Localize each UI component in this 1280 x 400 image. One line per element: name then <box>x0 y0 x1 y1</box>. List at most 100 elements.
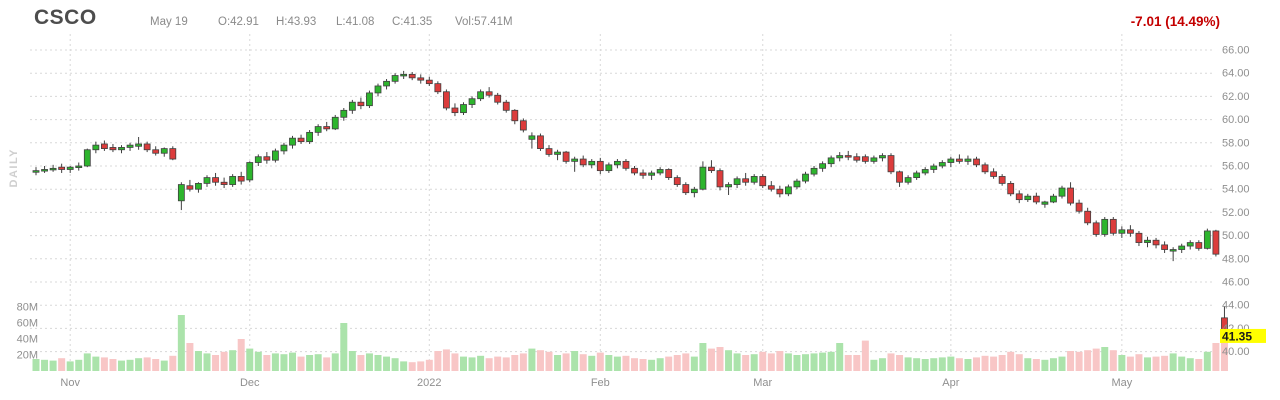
volume-bar <box>784 353 792 371</box>
volume-bar <box>451 353 459 371</box>
volume-bar <box>990 356 998 371</box>
volume-bar <box>263 355 271 371</box>
candle-body <box>126 144 134 148</box>
volume-bar <box>212 355 220 371</box>
candle-body <box>759 176 767 187</box>
volume-bar <box>494 356 502 371</box>
volume-bar <box>836 343 844 371</box>
month-tick-label: 2022 <box>417 377 441 389</box>
volume-bar <box>1067 351 1075 371</box>
month-tick-label: May <box>1111 377 1132 389</box>
candle-body <box>314 126 322 133</box>
candle-body <box>177 184 185 202</box>
volume-bar <box>998 355 1006 371</box>
volume-bar <box>203 353 211 371</box>
candle-body <box>417 77 425 81</box>
quote-date: May 19 <box>150 16 188 28</box>
candle-body <box>1032 195 1040 203</box>
volume-bar <box>306 355 314 371</box>
volume-bar <box>793 355 801 371</box>
candle-body <box>280 144 288 152</box>
candle-body <box>1007 182 1015 195</box>
price-tick-label: 44.00 <box>1222 300 1250 312</box>
price-tick-label: 46.00 <box>1222 277 1250 289</box>
candle-body <box>1024 195 1032 201</box>
last-price-tag <box>1220 328 1266 343</box>
candle-body <box>622 160 630 169</box>
volume-bar <box>477 355 485 371</box>
volume-bar <box>92 356 100 371</box>
month-tick-label: Mar <box>753 377 772 389</box>
volume-bar <box>519 353 527 371</box>
candle-body <box>511 109 519 122</box>
candle-body <box>1144 239 1151 243</box>
volume-bar <box>1084 350 1092 371</box>
candle-body <box>203 177 211 184</box>
candle-body <box>810 167 818 175</box>
candle-body <box>571 158 579 162</box>
price-tick-label: 52.00 <box>1222 207 1250 219</box>
volume-bar <box>271 353 279 371</box>
candle-body <box>1161 244 1168 250</box>
candle-body <box>562 151 570 162</box>
candle-body <box>32 170 40 173</box>
volume-bar <box>1186 358 1194 371</box>
volume-bar <box>648 359 656 371</box>
candle-body <box>1109 218 1117 234</box>
candle-body <box>836 155 844 159</box>
volume-bar <box>759 351 767 371</box>
volume-bar <box>579 354 587 371</box>
price-tick-label: 40.00 <box>1222 346 1250 358</box>
volume-bar <box>237 339 245 371</box>
candle-body <box>1067 187 1074 204</box>
volume-bar <box>511 355 519 371</box>
candle-body <box>1050 195 1057 203</box>
volume-bar <box>605 355 613 371</box>
candle-body <box>545 148 553 155</box>
volume-bar <box>289 352 296 371</box>
volume-bar <box>844 355 852 371</box>
candle-body <box>1212 230 1220 255</box>
candle-body <box>656 169 664 174</box>
candle-body <box>990 171 997 177</box>
volume-bar <box>870 359 878 371</box>
candle-body <box>1101 218 1109 235</box>
volume-bar <box>631 358 638 371</box>
candle-body <box>776 188 784 195</box>
candle-body <box>947 158 955 163</box>
candle-body <box>956 158 963 162</box>
candle-body <box>246 162 254 181</box>
candle-body <box>254 156 262 163</box>
volume-bar <box>1203 351 1211 371</box>
volume-bar <box>750 354 758 371</box>
volume-bar <box>707 348 715 371</box>
volume-bar <box>947 356 955 371</box>
volume-bar <box>981 355 989 371</box>
price-tick-label: 66.00 <box>1222 45 1250 57</box>
low-value: L:41.08 <box>336 16 375 28</box>
volume-bar <box>1195 359 1203 371</box>
price-tick-label: 50.00 <box>1222 230 1250 242</box>
candle-body <box>195 182 202 190</box>
candle-body <box>340 109 348 118</box>
candle-body <box>785 186 792 195</box>
candle-body <box>391 75 399 82</box>
candle-body <box>109 147 117 151</box>
volume-bar <box>118 360 125 371</box>
volume-bar <box>571 351 579 371</box>
volume-bar <box>348 351 356 371</box>
candle-body <box>998 176 1006 184</box>
volume-bar <box>383 356 391 371</box>
volume-bar <box>365 353 373 371</box>
price-tick-label: 62.00 <box>1222 91 1250 103</box>
candle-body <box>408 73 416 79</box>
volume-bar <box>861 340 869 371</box>
candle-body <box>588 160 596 166</box>
candle-body <box>1127 229 1134 234</box>
candle-body <box>186 185 194 190</box>
volume-bar <box>767 353 775 371</box>
volume-bar <box>562 353 570 371</box>
volume-bar <box>887 353 895 371</box>
volume-bar <box>468 357 476 371</box>
